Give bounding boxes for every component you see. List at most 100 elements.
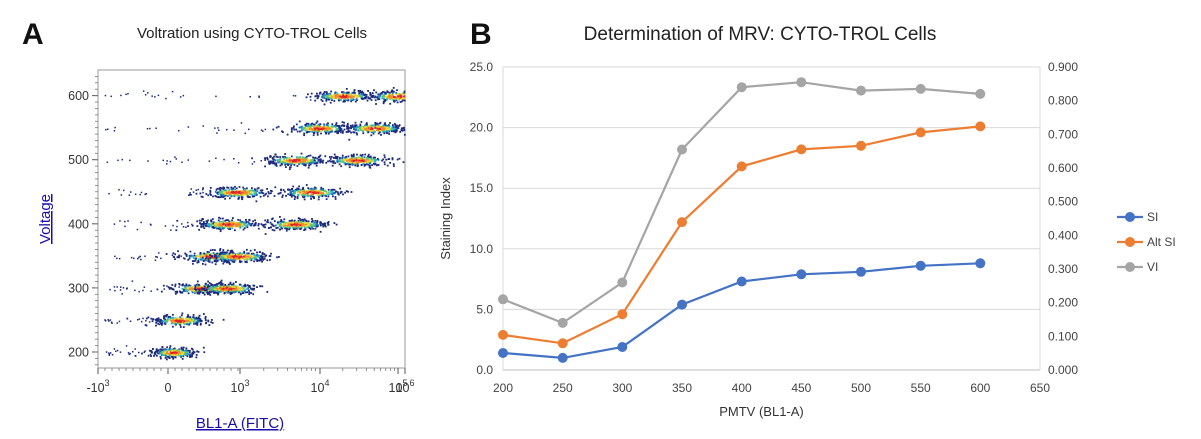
panel-a-event-dot — [199, 291, 202, 293]
panel-a-event-dot — [314, 192, 317, 194]
panel-a-event-dot — [329, 192, 332, 195]
series-point — [975, 121, 986, 132]
panel-a-event-dot — [218, 187, 221, 190]
panel-a-event-dot — [107, 128, 109, 130]
panel-a-event-dot — [350, 96, 353, 99]
panel-a-event-dot — [198, 314, 201, 317]
panel-a-event-dot — [120, 286, 122, 288]
panel-a-event-dot — [295, 123, 298, 126]
panel-a-event-dot — [181, 358, 184, 360]
panel-a-event-dot — [325, 99, 328, 102]
panel-a-event-dot — [205, 223, 207, 226]
panel-a-event-dot — [219, 192, 221, 194]
panel-a-event-dot — [145, 193, 148, 195]
panel-a-event-dot — [176, 225, 178, 228]
panel-a-event-dot — [369, 129, 371, 132]
panel-a-event-dot — [366, 163, 368, 165]
panel-a-event-dot — [374, 127, 376, 129]
panel-a-event-dot — [214, 291, 217, 294]
panel-a-event-dot — [388, 96, 391, 99]
panel-a-event-dot — [359, 154, 362, 157]
panel-a-event-dot — [241, 285, 243, 288]
panel-a-event-dot — [238, 291, 240, 294]
panel-a-event-dot — [211, 319, 213, 321]
panel-a-event-dot — [179, 324, 182, 326]
panel-a-event-dot — [286, 222, 288, 224]
panel-a-event-dot — [341, 132, 344, 134]
panel-a-event-dot — [396, 89, 398, 92]
panel-a-event-dot — [204, 319, 207, 321]
panel-a-event-dot — [179, 318, 181, 321]
panel-a-event-dot — [395, 93, 398, 96]
panel-a-event-dot — [266, 158, 269, 161]
panel-a-event-dot — [228, 223, 231, 226]
panel-a-event-dot — [365, 161, 368, 163]
panel-a-event-dot — [208, 287, 211, 290]
panel-a-event-dot — [170, 229, 172, 231]
panel-a-event-dot — [292, 193, 295, 196]
panel-a-event-dot — [217, 258, 220, 261]
panel-a-event-dot — [198, 289, 201, 291]
panel-a-event-dot — [288, 228, 291, 230]
panel-a-event-dot — [301, 224, 304, 227]
panel-a-event-dot — [330, 90, 332, 93]
panel-a-event-dot — [355, 132, 358, 134]
panel-a-event-dot — [160, 257, 162, 260]
panel-a-event-dot — [271, 190, 273, 193]
panel-a-event-dot — [216, 132, 218, 134]
panel-a-event-dot — [210, 223, 213, 226]
panel-a-event-dot — [307, 129, 310, 131]
panel-a-y-axis-label[interactable]: Voltage — [37, 194, 54, 244]
series-point — [736, 161, 747, 172]
panel-a-event-dot — [268, 192, 270, 195]
panel-a-event-dot — [172, 252, 175, 255]
panel-a-event-dot — [125, 345, 128, 347]
panel-a-event-dot — [330, 156, 333, 158]
panel-a-event-dot — [305, 122, 308, 125]
panel-a-event-dot — [339, 131, 342, 134]
panel-a-event-dot — [253, 193, 256, 196]
panel-a-event-dot — [255, 193, 258, 196]
panel-a-event-dot — [209, 256, 212, 259]
panel-a-event-dot — [337, 160, 340, 163]
series-point — [796, 144, 807, 155]
panel-a-event-dot — [215, 188, 218, 191]
panel-a-event-dot — [181, 291, 184, 293]
panel-a-event-dot — [202, 224, 205, 226]
panel-a-event-dot — [293, 125, 295, 128]
panel-a-event-dot — [211, 255, 213, 257]
panel-a-event-dot — [264, 219, 267, 222]
panel-a-x-axis-label[interactable]: BL1-A (FITC) — [196, 415, 284, 432]
panel-a-event-dot — [222, 287, 225, 290]
panel-a-event-dot — [220, 194, 223, 196]
panel-a-event-dot — [155, 321, 158, 324]
panel-a-event-dot — [210, 287, 213, 290]
panel-a-event-dot — [294, 225, 297, 228]
panel-a-event-dot — [113, 223, 116, 225]
panel-a-event-dot — [322, 127, 324, 129]
panel-a-event-dot — [296, 187, 299, 190]
panel-a-event-dot — [222, 262, 225, 265]
panel-a-event-dot — [244, 224, 247, 227]
panel-a-event-dot — [372, 124, 375, 127]
panel-a-event-dot — [318, 158, 320, 161]
panel-b-x-tick-label: 400 — [732, 381, 752, 395]
panel-a-event-dot — [160, 348, 163, 351]
panel-a-event-dot — [222, 196, 224, 198]
panel-a-event-dot — [173, 351, 176, 354]
panel-a-event-dot — [140, 258, 142, 261]
panel-a-event-dot — [389, 91, 391, 94]
panel-a-event-dot — [216, 292, 218, 294]
panel-a-event-dot — [323, 124, 326, 126]
panel-a-event-dot — [232, 282, 235, 285]
panel-a-event-dot — [299, 162, 302, 165]
panel-a-event-dot — [196, 290, 198, 293]
panel-a-event-dot — [179, 353, 182, 356]
panel-a-event-dot — [218, 258, 221, 261]
panel-a-event-dot — [212, 290, 214, 293]
panel-a-event-dot — [272, 128, 275, 131]
panel-a-event-dot — [258, 259, 261, 262]
panel-a-event-dot — [361, 153, 364, 156]
panel-a-event-dot — [246, 287, 248, 290]
panel-a-event-dot — [396, 98, 399, 100]
